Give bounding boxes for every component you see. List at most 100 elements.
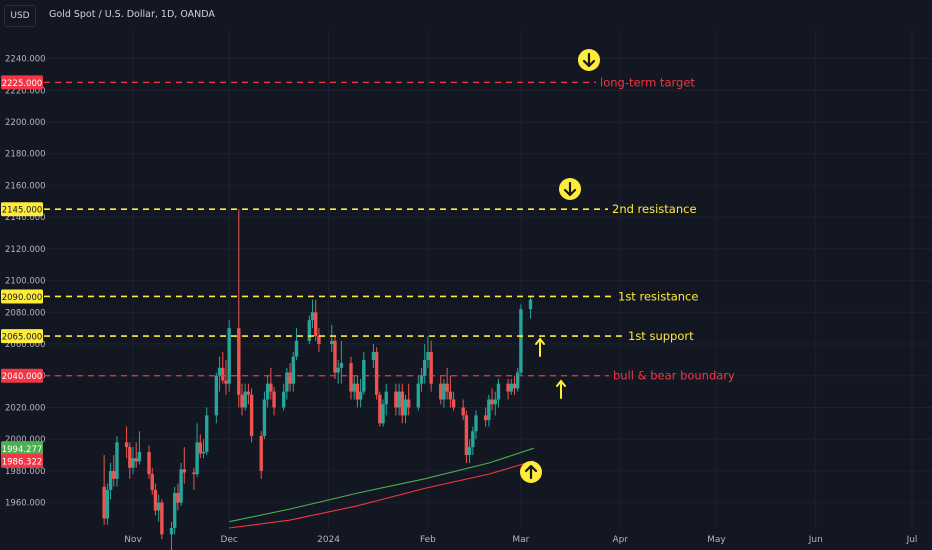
- candle-body: [378, 394, 382, 424]
- candle-body: [217, 367, 222, 376]
- candle-body: [259, 436, 263, 471]
- svg-text:1994.277: 1994.277: [2, 445, 43, 455]
- candle-body: [515, 372, 520, 389]
- candle-body: [384, 391, 388, 405]
- candle-body: [509, 383, 513, 392]
- candle-body: [269, 383, 273, 392]
- arrow-up-icon: [535, 337, 545, 357]
- price-tag: 2090.000: [1, 289, 43, 304]
- candle-body: [314, 312, 318, 337]
- candle-body: [310, 312, 315, 321]
- candle-body: [246, 391, 251, 395]
- candle-body: [105, 489, 110, 519]
- candle-body: [134, 458, 138, 462]
- arrow-up-circle-icon: [520, 461, 542, 483]
- y-tick-label: 2200.000: [5, 118, 46, 128]
- candle-body: [445, 383, 449, 392]
- y-tick-label: 2060.000: [5, 340, 46, 350]
- arrow-down-circle-icon: [578, 49, 600, 71]
- candle-body: [442, 383, 446, 400]
- y-tick-label: 2020.000: [5, 403, 46, 413]
- ma-value-tag: 1994.277: [1, 441, 43, 456]
- candle-body: [528, 299, 533, 310]
- candle-body: [330, 340, 334, 345]
- candle-body: [461, 407, 465, 416]
- candle-body: [490, 399, 494, 405]
- candle-body: [272, 391, 276, 408]
- y-tick-label: 1960.000: [5, 499, 46, 509]
- candle-body: [108, 470, 113, 490]
- price-tags: 2225.000 2145.000 2090.000 2065.000 2040.000…: [1, 75, 43, 468]
- candle-body: [156, 502, 161, 511]
- candle-body: [169, 528, 174, 535]
- candle-body: [448, 391, 453, 400]
- x-tick-label: Nov: [124, 535, 142, 545]
- y-tick-label: 2140.000: [5, 213, 46, 223]
- candle-body: [221, 367, 225, 381]
- y-tick-label: 2240.000: [5, 55, 46, 65]
- candle-body: [358, 391, 363, 400]
- x-tick-label: 2024: [317, 535, 340, 545]
- candle-body: [381, 404, 385, 424]
- candle-body: [150, 474, 154, 490]
- candle-body: [160, 502, 164, 535]
- y-tick-label: 2120.000: [5, 245, 46, 255]
- candle-body: [265, 383, 270, 400]
- candle-body: [394, 391, 398, 408]
- candle-body: [198, 442, 203, 454]
- candle-body: [464, 415, 469, 456]
- candle-body: [423, 359, 427, 376]
- candle-body: [224, 380, 228, 384]
- candle-body: [474, 415, 478, 432]
- candle-body: [281, 391, 286, 408]
- candle-body: [179, 469, 183, 503]
- candle-body: [339, 363, 344, 368]
- candle-body: [471, 431, 475, 448]
- candle-body: [153, 489, 158, 511]
- candle-body: [429, 351, 433, 384]
- candle-body: [249, 394, 254, 437]
- candle-body: [147, 451, 151, 475]
- candle-body: [467, 447, 472, 456]
- candle-body: [176, 493, 180, 503]
- candle-body: [416, 383, 421, 408]
- price-tag: 2145.000: [1, 202, 43, 217]
- candle-body: [102, 486, 106, 519]
- y-tick-label: 2220.000: [5, 86, 46, 96]
- x-tick-label: Apr: [612, 535, 628, 545]
- candle-body: [403, 399, 408, 416]
- level-label: 2nd resistance: [612, 202, 697, 216]
- candle-body: [406, 399, 411, 408]
- candle-body: [487, 399, 491, 421]
- candle-body: [243, 391, 247, 408]
- price-tag: 2040.000: [1, 368, 43, 383]
- currency-badge[interactable]: USD: [4, 5, 36, 27]
- level-label: bull & bear boundary: [613, 369, 735, 383]
- x-tick-label: Feb: [420, 535, 436, 545]
- arrow-down-circle-icon: [559, 178, 581, 200]
- arrow-up-icon: [556, 379, 566, 399]
- x-tick-label: Dec: [220, 535, 237, 545]
- moving-average-green: [229, 447, 534, 523]
- candle-body: [451, 399, 456, 408]
- y-tick-label: 2080.000: [5, 308, 46, 318]
- price-tag: 2065.000: [1, 329, 43, 344]
- y-tick-label: 2100.000: [5, 277, 46, 287]
- candle-body: [137, 451, 142, 462]
- candle-body: [112, 470, 116, 479]
- x-tick-label: May: [707, 535, 726, 545]
- candle-body: [192, 472, 196, 475]
- candle-body: [496, 383, 501, 400]
- candle-body: [493, 399, 497, 405]
- candle-body: [294, 340, 299, 357]
- x-tick-label: Mar: [512, 535, 529, 545]
- candle-body: [419, 375, 424, 384]
- x-axis: Nov Dec 2024 Feb Mar Apr May Jun Jul: [124, 535, 917, 545]
- price-tag: 2225.000: [1, 75, 43, 90]
- candle-body: [131, 458, 135, 468]
- svg-text:2145.000: 2145.000: [2, 206, 43, 216]
- candle-body: [227, 328, 231, 384]
- candle-body: [182, 469, 186, 473]
- price-levels: long-term target 2nd resistance 1st resist…: [44, 49, 735, 483]
